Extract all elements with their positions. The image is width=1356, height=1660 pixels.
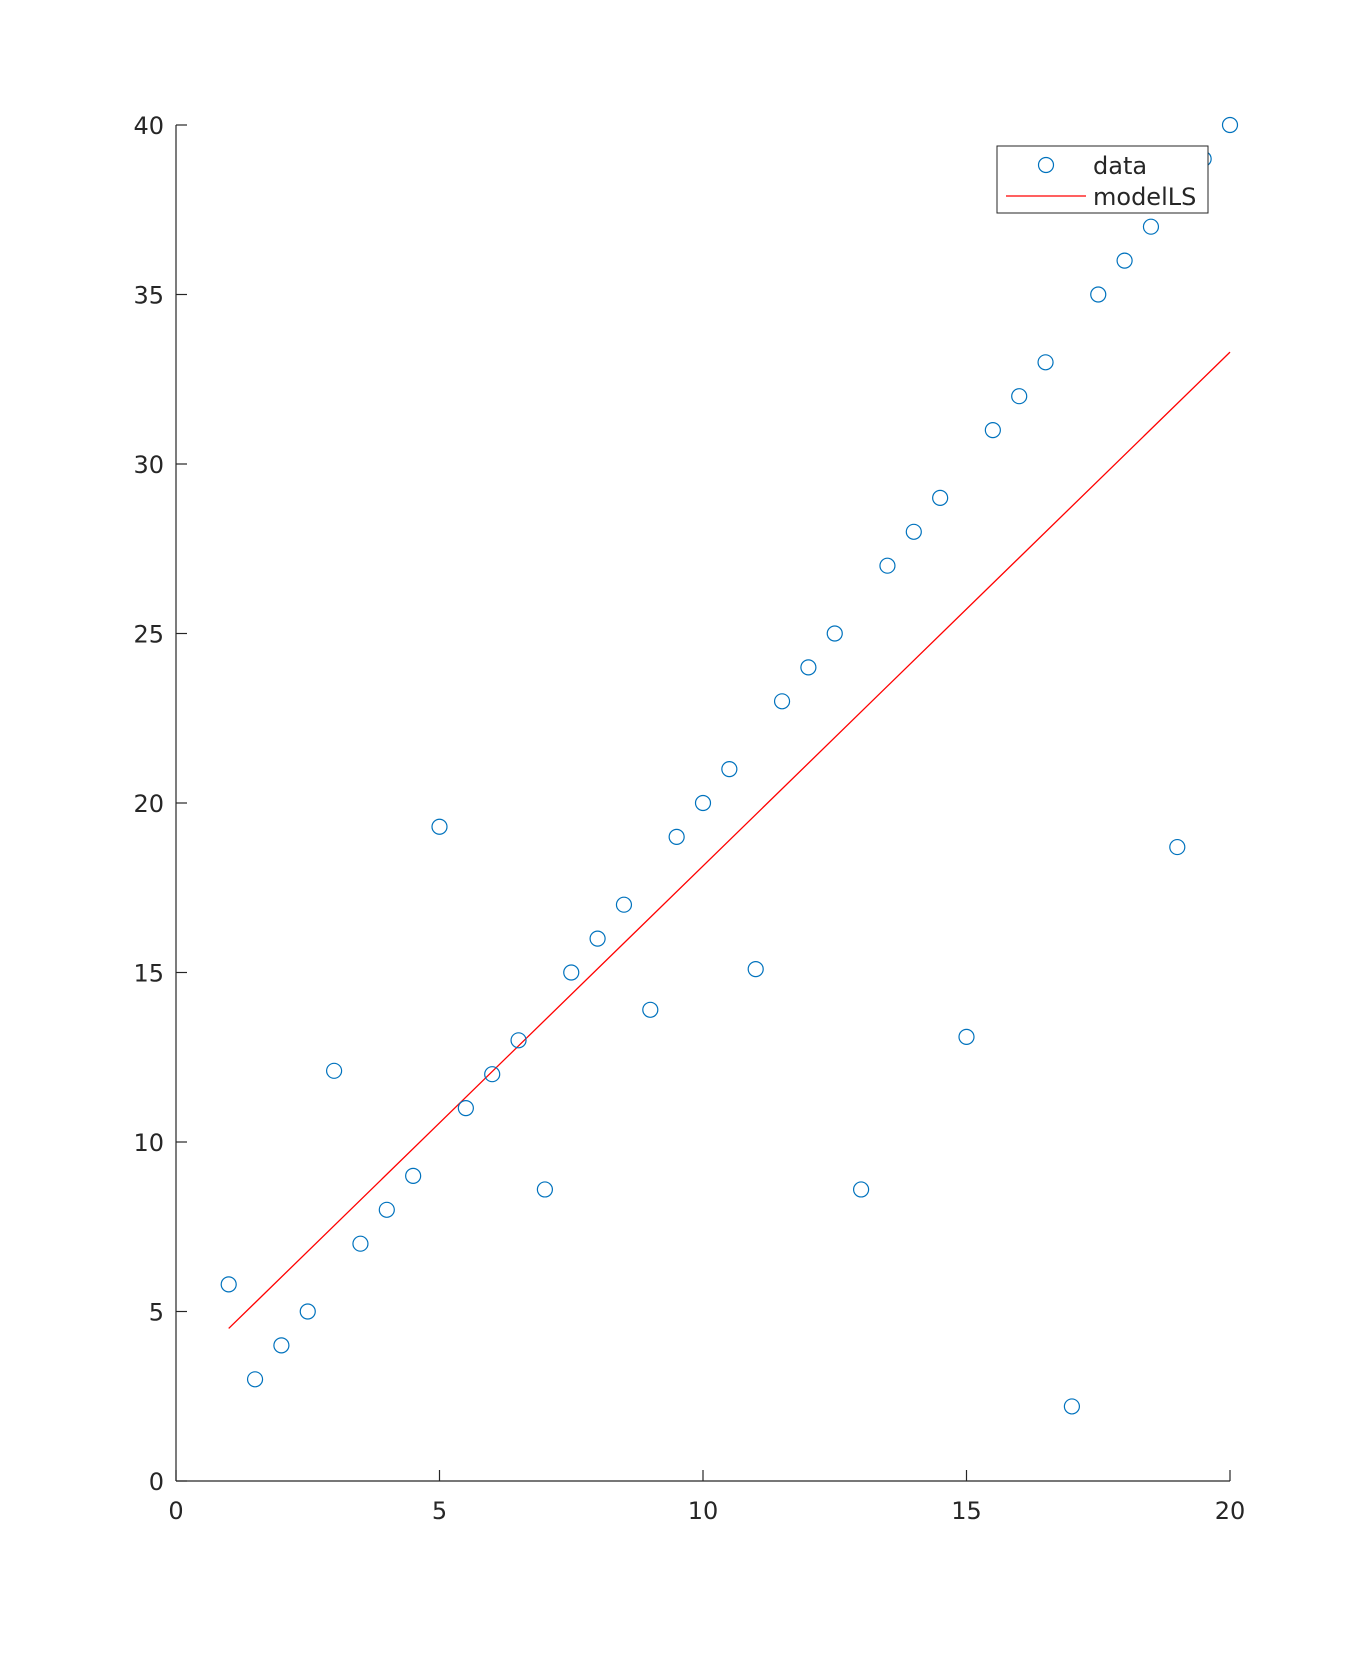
data-point xyxy=(1221,116,1239,134)
data-point xyxy=(1037,354,1054,371)
data-point xyxy=(694,794,712,812)
data-point xyxy=(615,896,633,913)
data-point xyxy=(1063,1398,1081,1415)
y-tick-label: 10 xyxy=(133,1129,164,1157)
data-point xyxy=(457,1099,474,1117)
data-point xyxy=(510,1032,527,1049)
y-tick-label: 25 xyxy=(133,621,164,649)
data-point xyxy=(484,1066,501,1083)
data-point xyxy=(826,625,843,642)
data-point xyxy=(852,1181,870,1198)
data-point xyxy=(246,1371,264,1388)
data-point xyxy=(905,523,922,540)
x-tick-label: 10 xyxy=(688,1497,719,1525)
data-point xyxy=(958,1028,975,1046)
data-point xyxy=(563,964,580,981)
data-point xyxy=(326,1062,343,1079)
data-point xyxy=(932,489,949,506)
y-tick-label: 30 xyxy=(133,451,164,479)
data-point xyxy=(589,930,606,947)
x-tick-label: 20 xyxy=(1215,1497,1246,1525)
data-point xyxy=(668,828,685,846)
data-point xyxy=(1011,388,1028,405)
plot-area xyxy=(220,116,1239,1415)
x-tick-label: 15 xyxy=(951,1497,982,1525)
y-tick-label: 5 xyxy=(149,1299,164,1327)
x-ticks: 0 5 10 15 20 xyxy=(168,1470,1245,1525)
data-point xyxy=(378,1201,395,1218)
data-point xyxy=(879,557,896,574)
data-point xyxy=(773,693,791,710)
series-line-modells xyxy=(228,351,1231,1329)
y-tick-label: 15 xyxy=(133,960,164,988)
data-point xyxy=(1090,286,1107,303)
data-point xyxy=(721,760,738,778)
data-point xyxy=(405,1167,422,1185)
data-point xyxy=(1142,218,1160,235)
data-point xyxy=(800,659,817,676)
x-tick-label: 5 xyxy=(432,1497,447,1525)
y-tick-label: 35 xyxy=(133,282,164,310)
y-tick-label: 40 xyxy=(133,112,164,140)
data-point xyxy=(220,1276,237,1293)
data-point xyxy=(299,1303,316,1320)
x-tick-label: 0 xyxy=(168,1497,183,1525)
legend: data modelLS xyxy=(996,145,1209,214)
legend-label-modells: modelLS xyxy=(1093,183,1196,211)
legend-marker-data xyxy=(1037,156,1055,174)
data-point xyxy=(642,1001,659,1018)
y-tick-label: 20 xyxy=(133,790,164,818)
data-point xyxy=(273,1337,290,1354)
data-point xyxy=(431,818,448,835)
data-point xyxy=(536,1181,554,1198)
data-point xyxy=(1169,838,1186,856)
data-point xyxy=(984,422,1001,439)
legend-label-data: data xyxy=(1093,152,1147,180)
data-point xyxy=(352,1235,369,1252)
y-tick-label: 0 xyxy=(149,1468,164,1496)
y-ticks: 0 5 10 15 20 25 30 35 40 xyxy=(133,112,187,1496)
data-point xyxy=(747,961,764,978)
legend-box xyxy=(996,145,1209,214)
data-point xyxy=(1116,252,1133,269)
axes: 0 5 10 15 20 0 5 10 15 20 25 30 35 40 xyxy=(133,112,1245,1525)
